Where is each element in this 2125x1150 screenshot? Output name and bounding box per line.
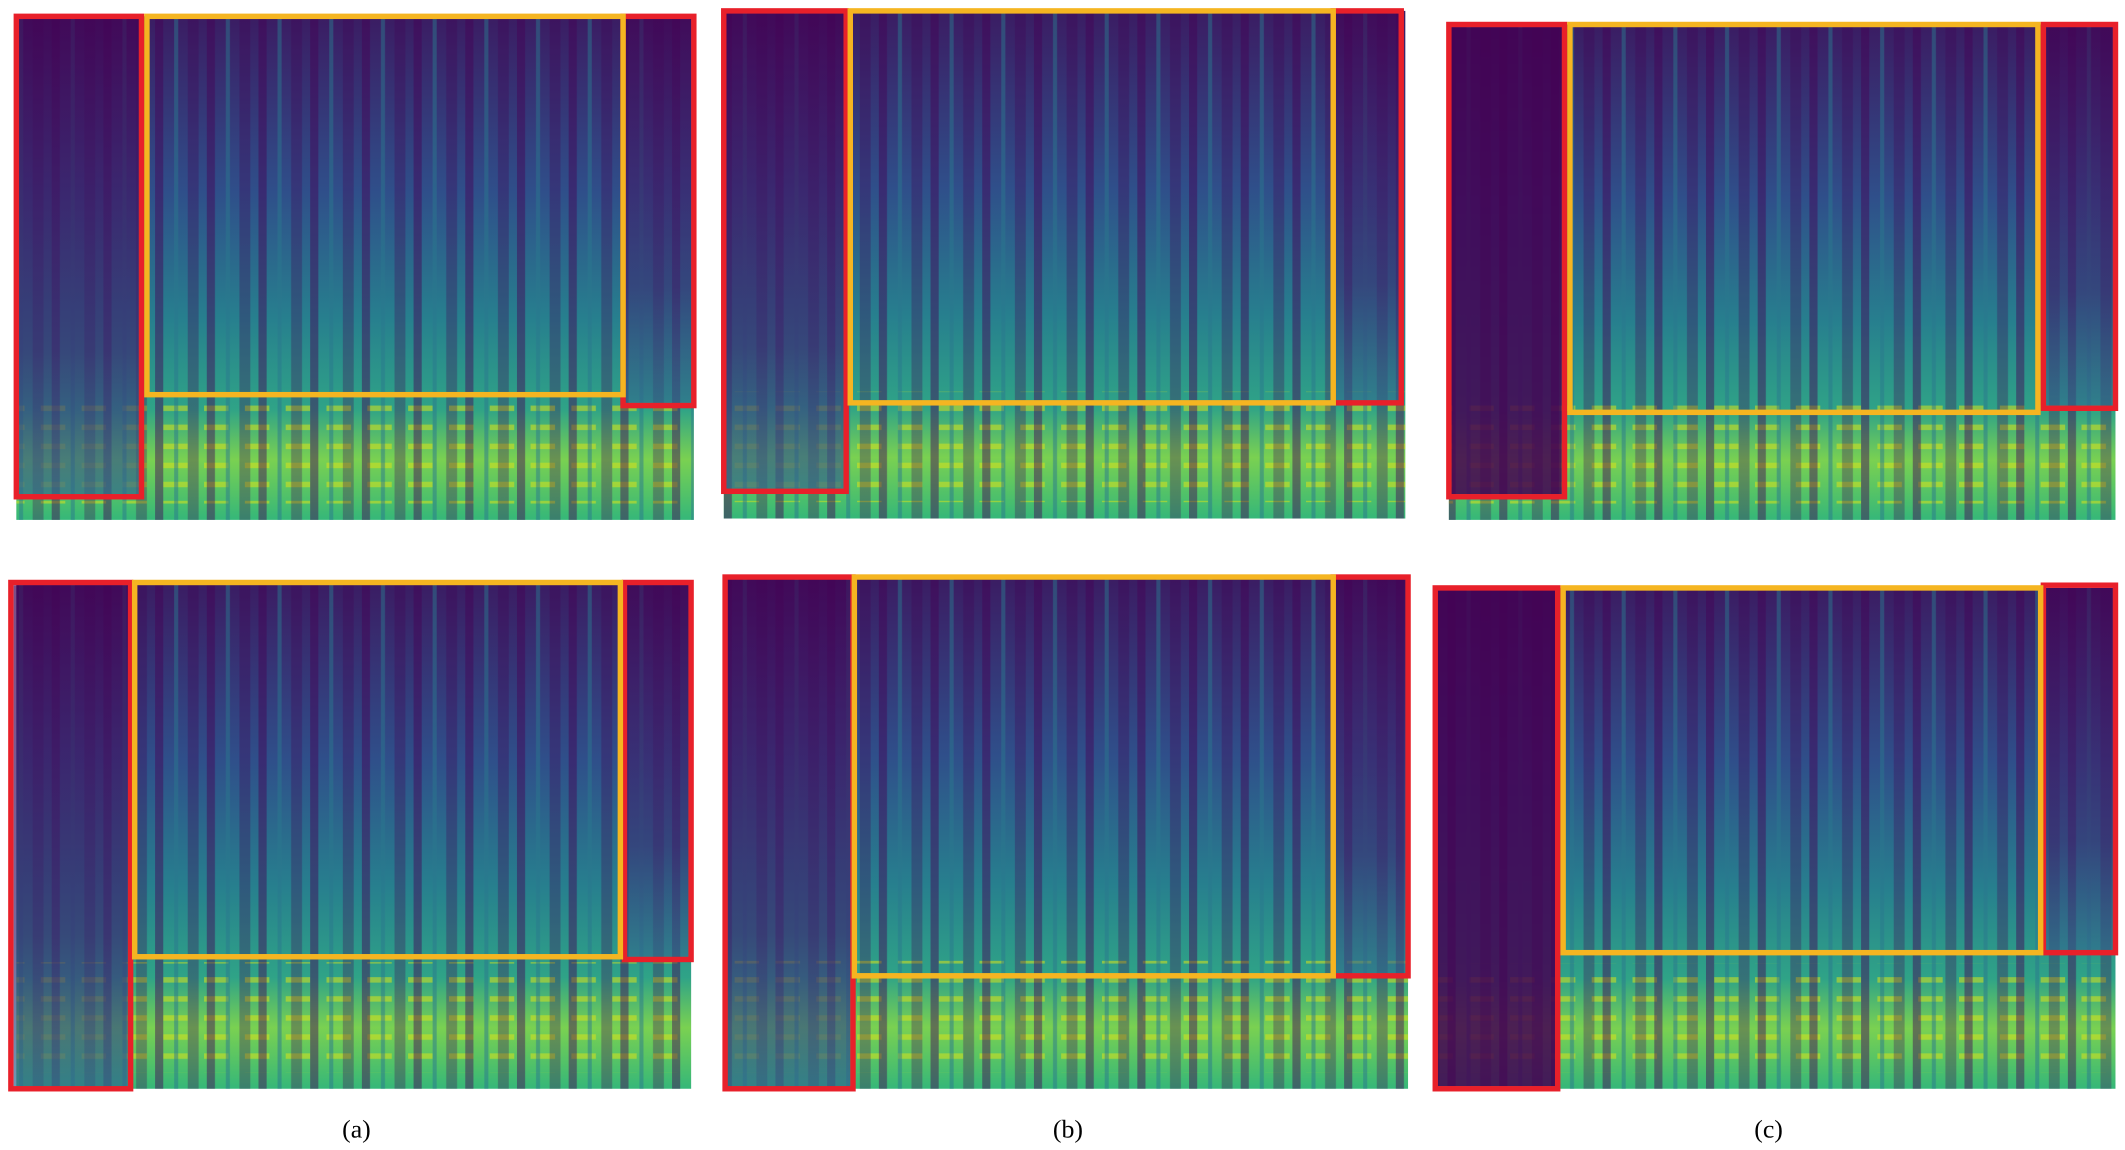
panel-label: (b) bbox=[1053, 1115, 1083, 1144]
red-box bbox=[1432, 585, 1561, 1092]
panel-label: (a) bbox=[342, 1115, 371, 1144]
silence-region bbox=[1451, 27, 1562, 495]
silence-region bbox=[1437, 590, 1555, 1087]
panels: (a) (b) (c) bbox=[8, 8, 2119, 1144]
red-box bbox=[2040, 21, 2119, 412]
silence-region bbox=[726, 13, 844, 489]
yellow-box bbox=[847, 8, 1336, 406]
yellow-box bbox=[851, 574, 1336, 979]
yellow-box bbox=[144, 13, 626, 398]
silence-region bbox=[13, 585, 128, 1087]
red-box bbox=[8, 579, 134, 1092]
red-box bbox=[721, 8, 849, 495]
silence-region bbox=[1335, 579, 1406, 974]
silence-region bbox=[1335, 13, 1399, 401]
yellow-box bbox=[1560, 585, 2044, 956]
red-box bbox=[1446, 21, 1568, 500]
silence-region bbox=[19, 19, 139, 495]
silence-region bbox=[2046, 27, 2113, 406]
silence-region bbox=[727, 579, 851, 1087]
panel-label: (c) bbox=[1754, 1115, 1783, 1144]
silence-region bbox=[625, 19, 692, 403]
silence-region bbox=[627, 585, 689, 957]
red-box bbox=[621, 579, 694, 963]
yellow-box bbox=[131, 579, 624, 960]
yellow-box bbox=[1567, 21, 2041, 416]
silence-region bbox=[2046, 587, 2113, 950]
red-box bbox=[13, 13, 145, 500]
